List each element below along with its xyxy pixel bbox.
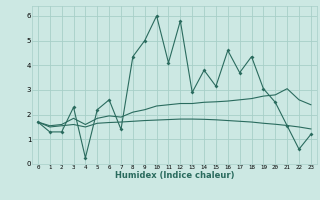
X-axis label: Humidex (Indice chaleur): Humidex (Indice chaleur)	[115, 171, 234, 180]
